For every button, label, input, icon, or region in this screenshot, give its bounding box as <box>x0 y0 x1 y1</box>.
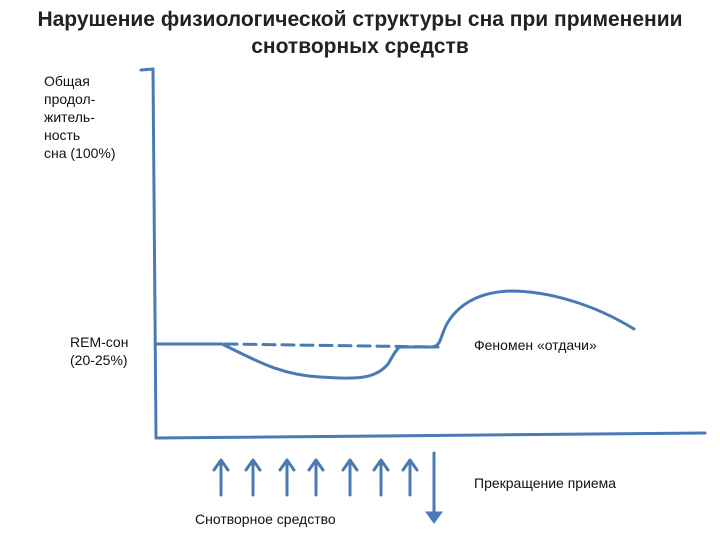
rem-label-line-2: (20-25%) <box>70 352 128 368</box>
stop-intake-arrow <box>425 451 443 524</box>
y-axis-label-line-4: ность <box>44 127 81 143</box>
page-title: Нарушение физиологической структуры сна … <box>0 6 720 60</box>
drug-dose-arrow-7 <box>401 458 419 497</box>
title-line-2: снотворных средств <box>251 35 469 58</box>
drug-dose-arrow-4 <box>307 458 325 497</box>
title-line-1: Нарушение физиологической структуры сна … <box>37 8 683 31</box>
drug-dose-arrow-6 <box>372 458 390 497</box>
y-axis-line <box>139 67 158 440</box>
y-axis-label-line-2: продол- <box>44 91 96 107</box>
rebound-phenomenon-label: Феномен «отдачи» <box>474 337 597 353</box>
drug-dose-arrow-2 <box>244 458 262 497</box>
rem-sleep-label: REM-сон (20-25%) <box>70 333 180 369</box>
rem-curve <box>220 289 636 380</box>
x-axis-line <box>154 431 707 440</box>
y-axis-label-line-1: Общая <box>44 73 90 89</box>
y-axis-label-line-5: сна (100%) <box>44 145 116 161</box>
y-axis-label: Общая продол- житель- ность сна (100%) <box>44 72 154 162</box>
y-axis-label-line-3: житель- <box>44 109 95 125</box>
stop-intake-label: Прекращение приема <box>474 475 617 491</box>
hypnotic-drug-label: Снотворное средство <box>195 511 336 527</box>
drug-dose-arrow-3 <box>278 458 296 497</box>
drug-dose-arrow-5 <box>341 458 359 497</box>
drug-dose-arrow-1 <box>212 458 230 497</box>
rem-label-line-1: REM-сон <box>70 334 129 350</box>
